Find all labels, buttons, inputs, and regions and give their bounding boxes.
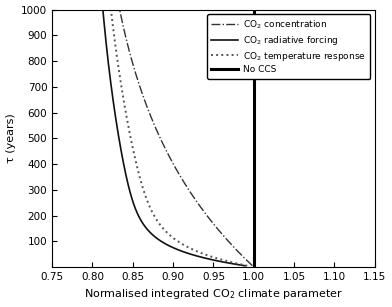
CO$_2$ radiative forcing: [183, 251, 188, 255]
CO$_2$ radiative forcing: [100, 8, 105, 11]
CO$_2$ temperature response: [245, 264, 250, 268]
CO$_2$ temperature response: [116, 62, 120, 66]
CO$_2$ concentration: [131, 62, 135, 66]
CO$_2$ radiative forcing: [101, 15, 106, 19]
No CCS: [251, 265, 256, 269]
CO$_2$ temperature response: [131, 146, 135, 150]
CO$_2$ temperature response: [129, 139, 134, 143]
Line: CO$_2$ concentration: CO$_2$ concentration: [120, 10, 252, 266]
CO$_2$ radiative forcing: [106, 62, 111, 66]
CO$_2$ concentration: [237, 251, 241, 255]
CO$_2$ temperature response: [109, 8, 113, 11]
CO$_2$ temperature response: [109, 15, 114, 19]
CO$_2$ temperature response: [198, 251, 203, 255]
CO$_2$ radiative forcing: [243, 264, 247, 268]
CO$_2$ radiative forcing: [101, 15, 106, 19]
CO$_2$ concentration: [163, 146, 167, 150]
CO$_2$ radiative forcing: [117, 139, 122, 143]
Legend: CO$_2$ concentration, CO$_2$ radiative forcing, CO$_2$ temperature response, No : CO$_2$ concentration, CO$_2$ radiative f…: [207, 14, 370, 79]
X-axis label: Normalised integrated CO$_2$ climate parameter: Normalised integrated CO$_2$ climate par…: [84, 287, 343, 301]
Line: CO$_2$ temperature response: CO$_2$ temperature response: [111, 10, 247, 266]
No CCS: [251, 265, 256, 269]
CO$_2$ concentration: [119, 15, 123, 19]
CO$_2$ concentration: [119, 15, 123, 19]
CO$_2$ temperature response: [109, 15, 114, 19]
CO$_2$ concentration: [159, 139, 164, 143]
Line: CO$_2$ radiative forcing: CO$_2$ radiative forcing: [103, 10, 245, 266]
CO$_2$ concentration: [250, 264, 255, 268]
CO$_2$ radiative forcing: [118, 146, 123, 150]
CO$_2$ concentration: [117, 8, 122, 11]
Y-axis label: τ (years): τ (years): [5, 113, 16, 163]
